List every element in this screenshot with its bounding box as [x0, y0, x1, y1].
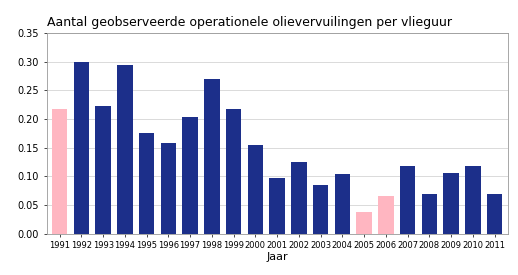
Bar [378, 196, 394, 234]
Bar [182, 117, 198, 234]
Bar [226, 109, 241, 234]
Bar [422, 194, 437, 234]
Bar [356, 212, 372, 234]
Bar [487, 194, 502, 234]
Bar [291, 162, 307, 234]
Bar [335, 174, 350, 234]
Bar [313, 185, 328, 234]
Bar [248, 145, 263, 234]
Bar [443, 173, 459, 234]
Text: Aantal geobserveerde operationele olievervuilingen per vlieguur: Aantal geobserveerde operationele olieve… [47, 16, 452, 29]
Bar [52, 109, 67, 234]
Bar [269, 178, 285, 234]
Bar [95, 106, 111, 234]
Bar [117, 65, 133, 234]
Bar [465, 166, 481, 234]
X-axis label: Jaar: Jaar [266, 252, 288, 262]
Bar [161, 143, 176, 234]
Bar [204, 79, 220, 234]
Bar [400, 166, 415, 234]
Bar [139, 133, 154, 234]
Bar [74, 62, 89, 234]
